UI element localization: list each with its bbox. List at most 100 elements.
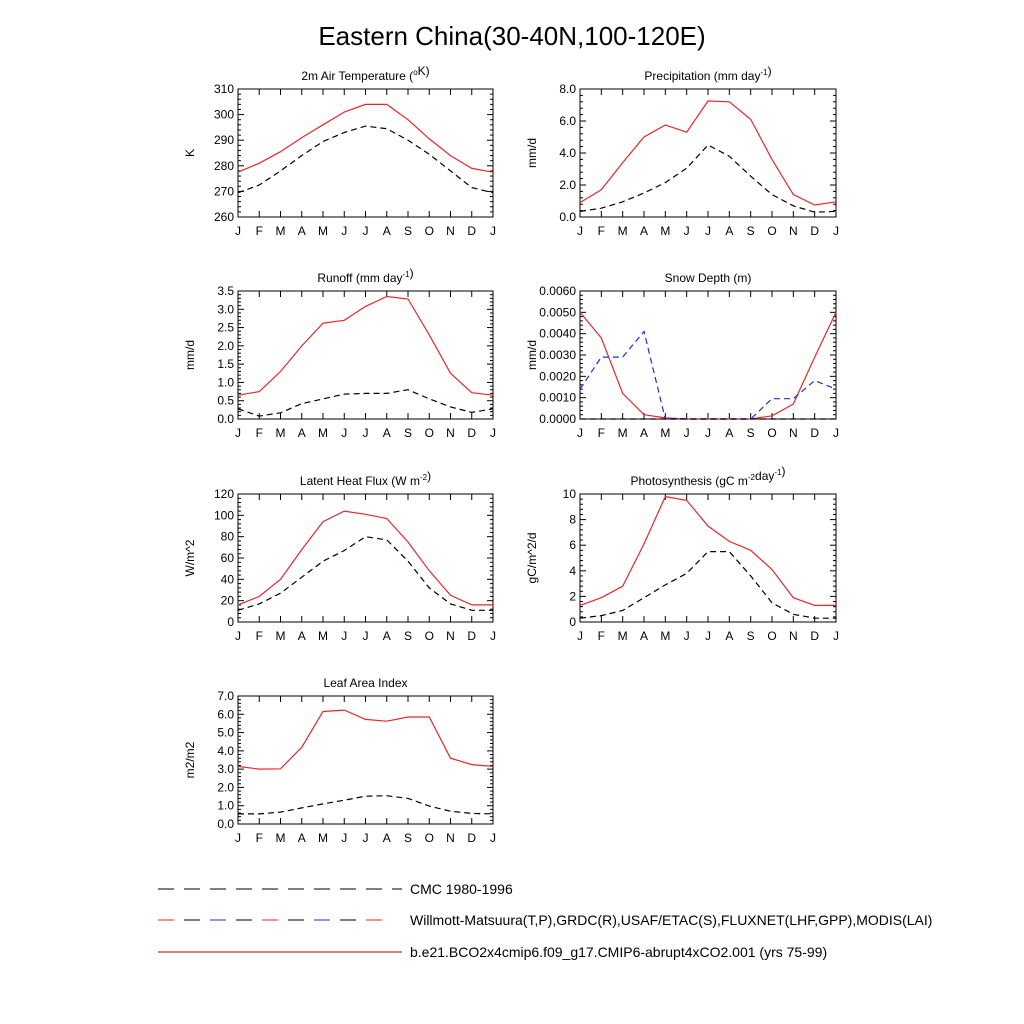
x-tick-label: N [446,831,455,845]
legend-entry: Willmott-Matsuura(T,P),GRDC(R),USAF/ETAC… [158,912,932,928]
x-tick-label: M [318,831,328,845]
plot-frame [579,88,837,218]
y-tick-label: 0.0 [559,210,576,224]
x-tick-label: M [318,224,328,238]
y-tick-label: 1.5 [217,357,234,371]
y-tick-label: 5.0 [217,726,234,740]
y-tick-label: 0.5 [217,394,234,408]
plot-frame [579,493,837,623]
x-tick-label: A [298,224,306,238]
x-tick-label: J [235,629,241,643]
y-axis-label: mm/d [525,138,539,168]
plot-frame [237,290,494,420]
y-tick-label: 80 [221,530,235,544]
panel-title: Latent Heat Flux (W m-2) [300,469,431,488]
chart-panel: Precipitation (mm day-1) 0.0 2.0 4.0 6.0 8.0 J… [525,64,839,238]
panel-title: Leaf Area Index [323,676,407,690]
panel-title: Runoff (mm day-1) [317,266,413,285]
panel-grid: 2m Air Temperature (oK)26027028029030031… [183,64,839,845]
x-tick-label: D [810,426,819,440]
x-tick-label: J [363,629,369,643]
series-line-model [579,495,836,607]
x-tick-label: O [767,224,776,238]
panel-title: Photosynthesis (gC m-2day-1) [631,464,786,488]
x-tick-label: N [446,629,455,643]
x-tick-label: M [618,426,628,440]
x-tick-label: F [256,629,263,643]
panel-title: 2m Air Temperature (oK) [301,64,429,83]
x-tick-label: S [404,426,412,440]
y-tick-label: 270 [214,184,234,198]
x-tick-label: A [383,629,391,643]
x-tick-label: N [446,426,455,440]
x-tick-label: M [276,426,286,440]
x-tick-label: J [833,224,839,238]
figure-title: Eastern China(30-40N,100-120E) [318,21,705,51]
y-axis-label: K [183,149,197,157]
x-tick-label: J [577,224,583,238]
legend-label: b.e21.BCO2x4cmip6.f09_g17.CMIP6-abrupt4x… [410,944,827,960]
y-tick-label: 3.0 [217,302,234,316]
y-tick-label: 100 [214,508,234,522]
series-line-model [237,510,493,606]
x-tick-label: J [235,426,241,440]
x-tick-label: A [725,426,733,440]
y-tick-label: 2 [569,589,576,603]
x-tick-label: M [618,629,628,643]
x-tick-label: O [425,426,434,440]
x-tick-label: D [810,224,819,238]
series-line-model [237,103,494,173]
y-tick-label: 310 [214,82,234,96]
x-tick-label: A [725,629,733,643]
x-tick-label: F [598,224,605,238]
y-tick-label: 260 [214,210,234,224]
y-tick-label: 300 [214,108,234,122]
x-tick-label: A [298,426,306,440]
x-tick-label: J [235,224,241,238]
x-tick-label: J [705,224,711,238]
y-tick-label: 0.0010 [539,391,576,405]
plot-frame [579,290,837,420]
x-tick-label: O [767,629,776,643]
x-tick-label: J [490,629,496,643]
x-tick-label: D [467,629,476,643]
x-tick-label: M [660,629,670,643]
y-axis-label: m2/m2 [183,741,197,778]
x-tick-label: M [660,426,670,440]
x-tick-label: J [490,831,496,845]
y-tick-label: 20 [221,594,235,608]
x-tick-label: N [446,224,455,238]
y-tick-label: 280 [214,159,234,173]
y-tick-label: 1.0 [217,799,234,813]
x-tick-label: J [577,426,583,440]
legend-entry: b.e21.BCO2x4cmip6.f09_g17.CMIP6-abrupt4x… [158,944,827,960]
y-tick-label: 120 [214,487,234,501]
x-tick-label: A [383,426,391,440]
y-axis-label: mm/d [183,340,197,370]
x-tick-label: M [276,224,286,238]
plot-frame [237,493,494,623]
y-tick-label: 0.0 [217,412,234,426]
x-tick-label: S [404,224,412,238]
x-tick-label: J [684,629,690,643]
y-tick-label: 2.0 [559,178,576,192]
x-tick-label: M [318,426,328,440]
y-axis-label: gC/m^2/d [525,533,539,584]
x-tick-label: J [684,426,690,440]
x-tick-label: J [577,629,583,643]
x-tick-label: D [467,426,476,440]
y-tick-label: 0.0050 [539,305,576,319]
x-tick-label: D [810,629,819,643]
x-tick-label: A [725,224,733,238]
chart-panel: Leaf Area Index 0.0 1.0 2.0 3.0 4.0 5.0 6.0 7.0 J… [183,676,496,845]
chart-panel: Latent Heat Flux (W m-2) 0 20 40 60 80 100 120 J… [183,469,496,643]
y-tick-label: 2.0 [217,780,234,794]
series-line-model [237,709,494,770]
y-tick-label: 7.0 [217,689,234,703]
x-tick-label: J [341,629,347,643]
chart-panel: Runoff (mm day-1) 0.0 0.5 1.0 1.5 2.0 2.5 3.0 3.… [183,266,496,440]
y-tick-label: 1.0 [217,375,234,389]
y-tick-label: 2.0 [217,339,234,353]
x-tick-label: O [767,426,776,440]
